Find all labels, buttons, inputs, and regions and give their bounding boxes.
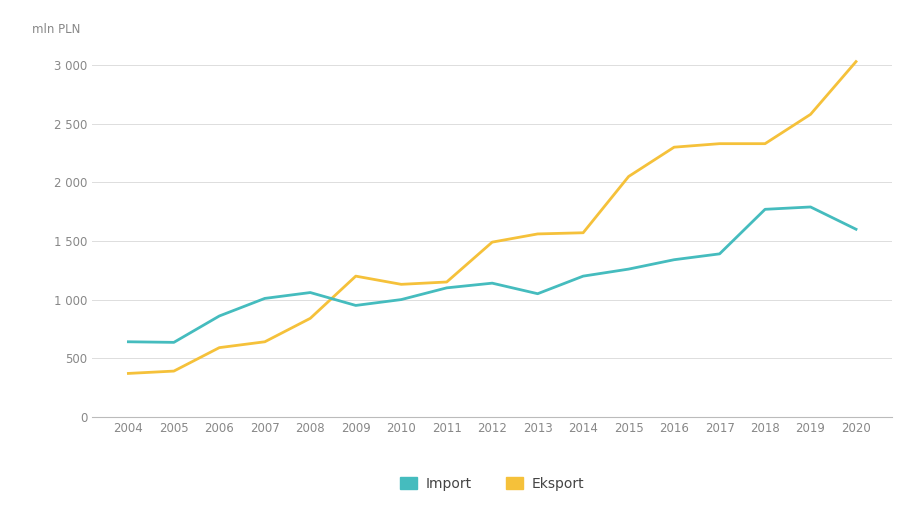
Eksport [441, 279, 452, 285]
Import [213, 313, 224, 319]
Import [304, 290, 315, 296]
Eksport [259, 339, 270, 345]
Import [531, 291, 542, 297]
Eksport [668, 144, 679, 151]
Eksport [849, 58, 860, 65]
Eksport [395, 281, 406, 288]
Import [577, 273, 588, 279]
Import [259, 295, 270, 302]
Eksport [304, 315, 315, 321]
Eksport [486, 239, 497, 245]
Import [486, 280, 497, 287]
Eksport [759, 141, 770, 147]
Eksport [622, 173, 633, 180]
Import [668, 257, 679, 263]
Import [804, 204, 815, 210]
Eksport [804, 111, 815, 118]
Import [622, 266, 633, 272]
Import [849, 226, 860, 232]
Legend: Import, Eksport: Import, Eksport [394, 471, 589, 496]
Import [395, 296, 406, 303]
Import [123, 339, 134, 345]
Eksport [713, 141, 724, 147]
Import [350, 302, 361, 308]
Eksport [350, 273, 361, 279]
Import [713, 251, 724, 257]
Eksport [123, 370, 134, 377]
Text: mln PLN: mln PLN [32, 23, 80, 36]
Eksport [213, 344, 224, 351]
Import [759, 206, 770, 213]
Import [441, 284, 452, 291]
Line: Import: Import [129, 207, 855, 342]
Import [168, 339, 179, 345]
Line: Eksport: Eksport [129, 61, 855, 374]
Eksport [531, 231, 542, 237]
Eksport [577, 230, 588, 236]
Eksport [168, 368, 179, 374]
